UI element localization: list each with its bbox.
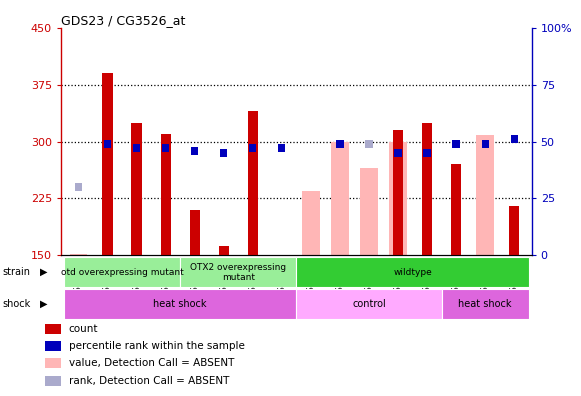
- Bar: [422, 123, 432, 255]
- Bar: [453, 140, 460, 148]
- Bar: [296, 257, 529, 287]
- Bar: [45, 376, 61, 386]
- Bar: [336, 140, 343, 148]
- Bar: [180, 257, 296, 287]
- Bar: [70, 254, 87, 255]
- Bar: [482, 140, 489, 148]
- Bar: [45, 358, 61, 368]
- Bar: [331, 141, 349, 255]
- Bar: [189, 210, 200, 255]
- Bar: [476, 135, 494, 255]
- Bar: [102, 73, 113, 255]
- Bar: [511, 135, 518, 143]
- Bar: [220, 149, 227, 157]
- Bar: [45, 324, 61, 333]
- Text: value, Detection Call = ABSENT: value, Detection Call = ABSENT: [69, 358, 234, 368]
- Text: rank, Detection Call = ABSENT: rank, Detection Call = ABSENT: [69, 376, 229, 386]
- Text: ▶: ▶: [40, 299, 47, 309]
- Bar: [509, 206, 519, 255]
- Bar: [389, 141, 407, 255]
- Bar: [64, 257, 180, 287]
- Text: percentile rank within the sample: percentile rank within the sample: [69, 341, 245, 351]
- Text: count: count: [69, 324, 98, 333]
- Bar: [191, 147, 198, 155]
- Text: wildtype: wildtype: [393, 268, 432, 277]
- Bar: [278, 145, 285, 152]
- Bar: [442, 289, 529, 319]
- Bar: [64, 289, 296, 319]
- Text: heat shock: heat shock: [153, 299, 207, 309]
- Bar: [104, 140, 111, 148]
- Bar: [75, 183, 82, 191]
- Bar: [360, 168, 378, 255]
- Text: control: control: [352, 299, 386, 309]
- Bar: [133, 145, 140, 152]
- Bar: [451, 164, 461, 255]
- Bar: [249, 145, 256, 152]
- Bar: [302, 191, 320, 255]
- Bar: [162, 145, 169, 152]
- Bar: [296, 289, 442, 319]
- Bar: [131, 123, 142, 255]
- Bar: [160, 134, 171, 255]
- Bar: [248, 111, 258, 255]
- Bar: [218, 246, 229, 255]
- Bar: [45, 341, 61, 351]
- Bar: [424, 149, 431, 157]
- Text: strain: strain: [3, 267, 31, 277]
- Text: OTX2 overexpressing
mutant: OTX2 overexpressing mutant: [190, 263, 286, 282]
- Bar: [365, 140, 372, 148]
- Text: ▶: ▶: [40, 267, 47, 277]
- Text: shock: shock: [3, 299, 31, 309]
- Text: GDS23 / CG3526_at: GDS23 / CG3526_at: [61, 13, 185, 27]
- Bar: [393, 130, 403, 255]
- Text: heat shock: heat shock: [458, 299, 512, 309]
- Bar: [394, 149, 401, 157]
- Text: otd overexpressing mutant: otd overexpressing mutant: [60, 268, 184, 277]
